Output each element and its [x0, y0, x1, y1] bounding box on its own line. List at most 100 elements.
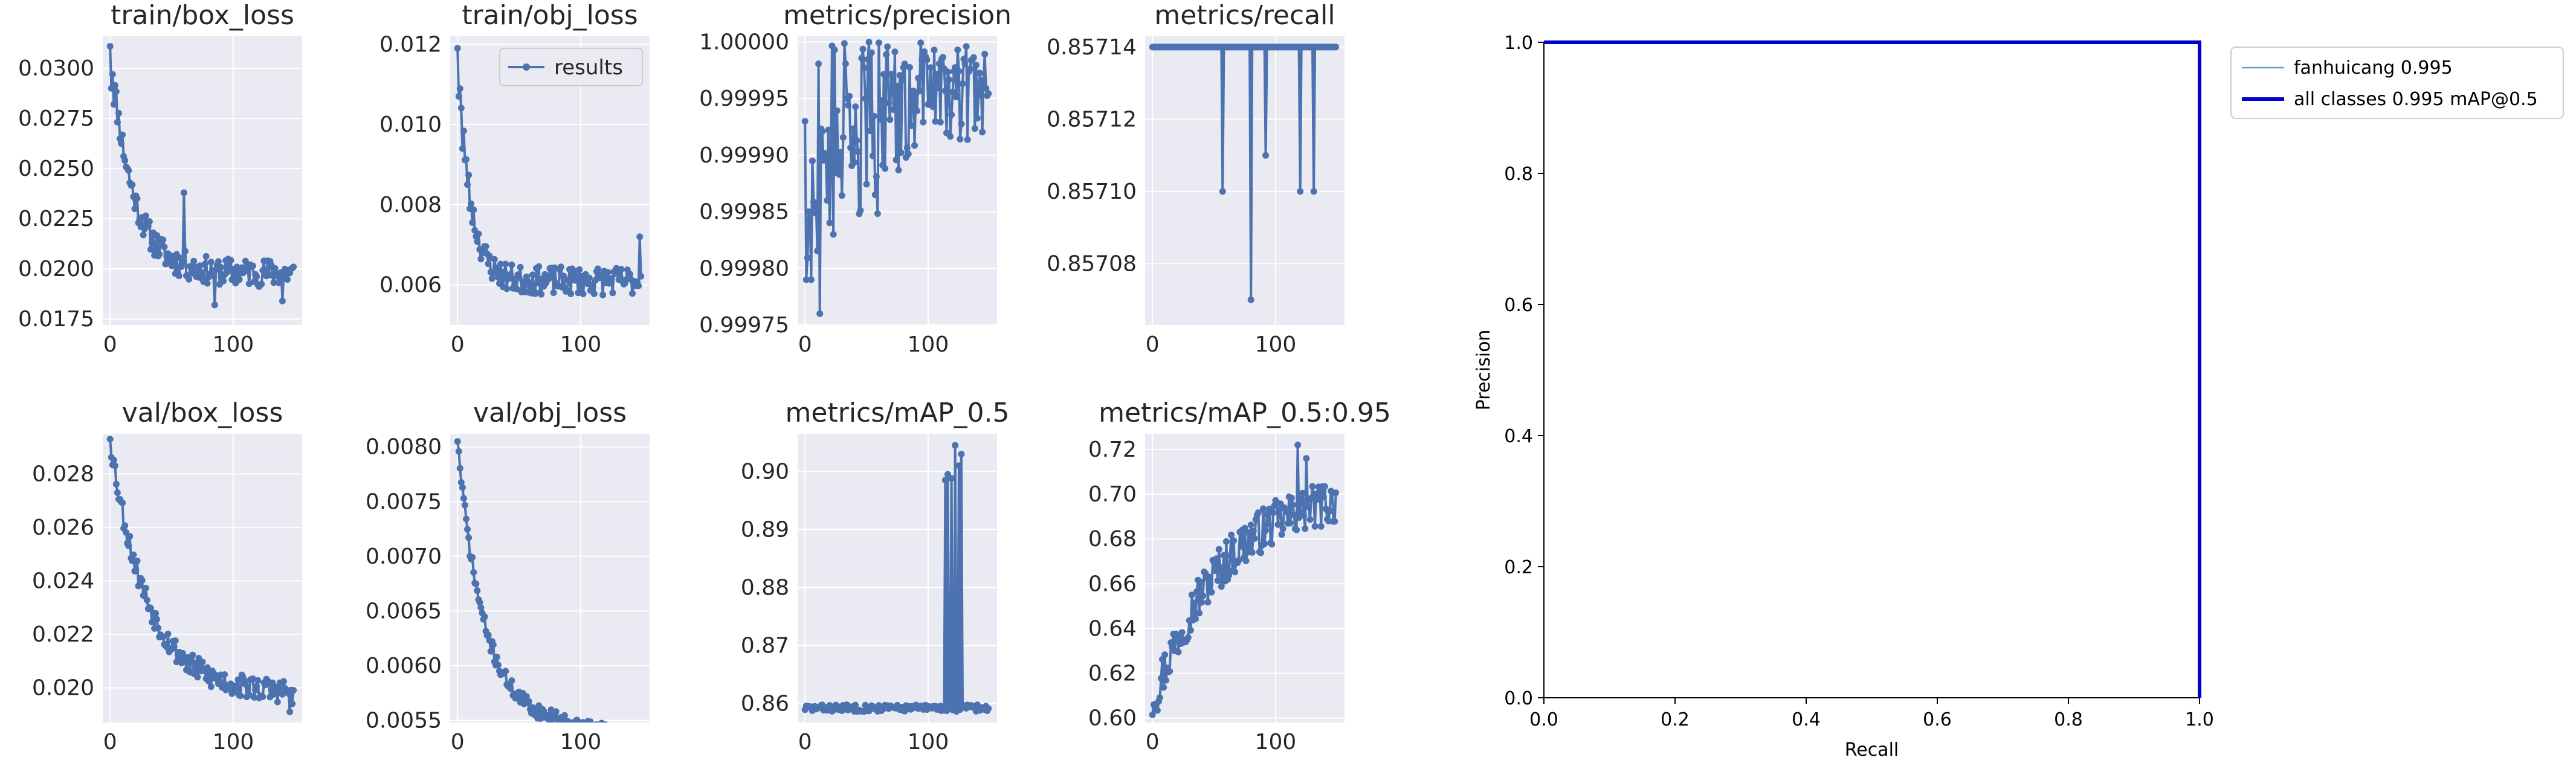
- data-point: [129, 557, 136, 564]
- data-point: [920, 118, 927, 126]
- data-point: [115, 109, 122, 117]
- data-point: [1314, 496, 1321, 503]
- data-point: [1325, 518, 1332, 524]
- data-point: [464, 181, 471, 188]
- data-point: [867, 127, 874, 135]
- y-tick-label: 0.0060: [366, 654, 442, 678]
- data-point: [457, 105, 465, 112]
- data-point: [916, 88, 923, 95]
- data-point: [629, 728, 636, 735]
- data-point: [1332, 489, 1340, 497]
- data-point: [550, 721, 555, 723]
- data-point: [463, 156, 470, 163]
- data-point: [1274, 521, 1282, 528]
- data-point: [170, 643, 178, 650]
- data-point: [884, 43, 891, 50]
- data-point: [557, 263, 564, 271]
- data-point: [579, 723, 586, 729]
- data-point: [186, 275, 193, 283]
- data-point: [804, 254, 811, 262]
- data-point: [915, 74, 922, 82]
- data-point: [520, 283, 528, 290]
- legend-label: fanhuicang 0.995: [2294, 57, 2453, 79]
- data-point: [975, 92, 982, 99]
- data-point: [146, 218, 153, 225]
- data-point: [131, 205, 138, 213]
- data-point: [958, 451, 965, 458]
- x-tick-label: 100: [213, 730, 254, 755]
- data-point: [1278, 531, 1285, 538]
- data-point: [954, 47, 961, 54]
- subplot-title: metrics/mAP_0.5:0.95: [1099, 398, 1391, 428]
- data-point: [635, 739, 642, 745]
- data-point: [851, 159, 858, 166]
- data-point: [1187, 626, 1194, 634]
- data-point: [503, 285, 511, 292]
- data-point: [1298, 495, 1305, 502]
- data-point: [557, 723, 563, 730]
- data-point: [985, 90, 992, 97]
- data-point: [114, 118, 121, 126]
- data-point: [473, 581, 480, 587]
- data-point: [149, 239, 155, 246]
- data-point: [457, 479, 465, 486]
- data-point: [1216, 564, 1224, 571]
- data-point: [874, 210, 881, 217]
- data-point: [883, 51, 890, 58]
- data-point: [819, 128, 826, 135]
- data-point: [1268, 541, 1276, 548]
- y-tick-label: 0.85712: [1047, 107, 1137, 132]
- data-point: [463, 515, 470, 523]
- data-point: [253, 683, 260, 690]
- data-point: [825, 126, 832, 134]
- data-point: [152, 610, 160, 617]
- data-point: [1160, 684, 1167, 691]
- data-point: [221, 671, 228, 678]
- data-point: [605, 725, 612, 732]
- x-tick-label: 0.8: [2054, 709, 2083, 730]
- y-tick-label: 0.0070: [366, 544, 442, 569]
- y-tick-label: 0.85714: [1047, 35, 1137, 60]
- data-point: [253, 273, 260, 280]
- subplot-legend: results: [499, 48, 643, 86]
- data-point: [251, 694, 258, 701]
- data-point: [610, 727, 617, 734]
- data-point: [801, 118, 809, 125]
- data-point: [211, 301, 218, 309]
- data-point: [1326, 507, 1334, 515]
- data-point: [1227, 552, 1234, 559]
- y-tick-label: 0.0300: [18, 56, 94, 81]
- y-tick-label: 0.0200: [18, 257, 94, 282]
- data-point: [454, 438, 461, 445]
- data-point: [290, 687, 297, 694]
- data-point: [551, 264, 558, 271]
- data-point: [142, 584, 149, 591]
- data-point: [602, 722, 606, 723]
- data-point: [567, 719, 575, 723]
- y-tick-label: 0.024: [32, 568, 94, 593]
- data-point: [286, 708, 294, 715]
- data-point: [946, 76, 953, 83]
- data-point: [459, 145, 466, 152]
- data-point: [609, 289, 616, 297]
- data-point: [459, 484, 466, 491]
- data-point: [523, 693, 530, 700]
- data-point: [963, 43, 970, 50]
- data-point: [1214, 577, 1221, 584]
- data-point: [290, 263, 297, 271]
- data-point: [807, 276, 815, 283]
- data-point: [931, 47, 938, 54]
- data-point: [873, 173, 880, 180]
- legend-box: [499, 48, 643, 86]
- data-point: [882, 165, 889, 172]
- data-point: [1332, 43, 1340, 51]
- data-point: [1222, 538, 1230, 545]
- y-tick-label: 0.64: [1088, 616, 1137, 641]
- data-point: [1242, 557, 1250, 564]
- x-tick-label: 0: [103, 730, 117, 755]
- data-point: [576, 266, 583, 273]
- y-tick-label: 0.70: [1088, 482, 1137, 507]
- data-point: [270, 691, 277, 698]
- x-tick-label: 0.6: [1923, 709, 1952, 730]
- data-point: [284, 276, 291, 283]
